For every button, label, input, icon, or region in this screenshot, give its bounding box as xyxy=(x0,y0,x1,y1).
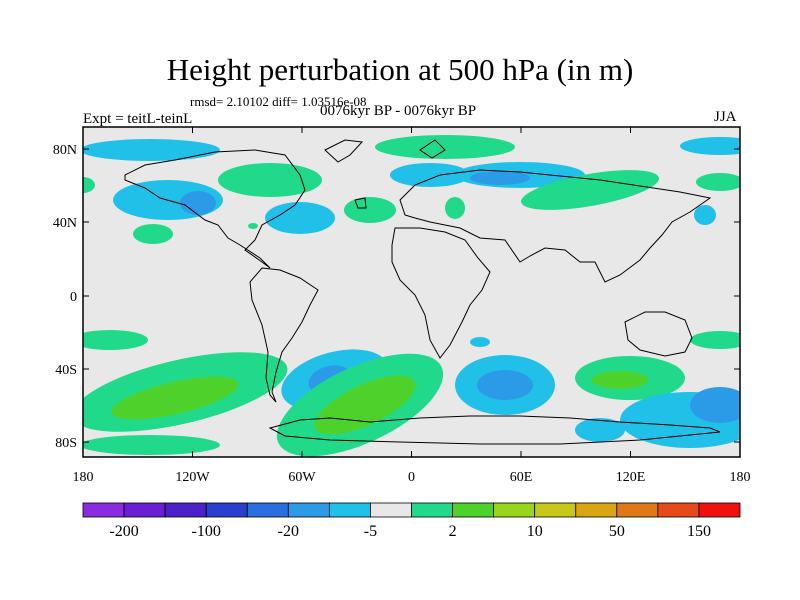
colorbar-label: 50 xyxy=(609,523,625,540)
coastlines xyxy=(124,139,721,445)
colorbar-swatch xyxy=(493,502,536,518)
colorbar-label: -5 xyxy=(364,523,377,540)
rmsd-diff-label: rmsd= 2.10102 diff= 1.03516e-08 xyxy=(190,94,367,109)
colorbar-swatch xyxy=(698,502,741,518)
axis-ticks: 80N 40N 0 40S 80S 180 120W 60W 0 60E 120E 180 xyxy=(53,127,751,485)
lat-tick-label: 80N xyxy=(53,143,77,158)
lat-tick-label: 40N xyxy=(53,216,77,231)
lon-tick-label: 60E xyxy=(510,470,533,485)
colorbar-swatch xyxy=(246,502,289,518)
colorbar-swatch xyxy=(82,502,125,518)
colorbar-label: 2 xyxy=(449,523,457,540)
colorbar-swatch xyxy=(575,502,618,518)
colorbar-label: -100 xyxy=(192,523,221,540)
colorbar-swatch xyxy=(411,502,453,518)
colorbar-swatch xyxy=(205,502,248,518)
colorbar-swatch xyxy=(370,502,412,518)
period-label: 0076kyr BP - 0076kyr BP xyxy=(320,103,477,119)
experiment-label: Expt = teitL-teinL xyxy=(83,111,193,127)
colorbar-swatch xyxy=(164,502,207,518)
lat-tick-label: 40S xyxy=(55,363,77,378)
colorbar-swatch xyxy=(452,502,495,518)
lon-tick-label: 60W xyxy=(288,470,316,485)
colorbar-swatch xyxy=(328,502,371,518)
colorbar-swatch xyxy=(534,502,577,518)
colorbar-swatch xyxy=(616,502,659,518)
lon-tick-label: 120W xyxy=(175,470,210,485)
lon-tick-label: 180 xyxy=(730,470,751,485)
season-label: JJA xyxy=(714,109,737,125)
colorbar-swatch xyxy=(123,502,166,518)
lat-tick-label: 0 xyxy=(70,290,77,305)
colorbar-swatch xyxy=(657,502,700,518)
plot-title: Height perturbation at 500 hPa (in m) xyxy=(166,52,634,87)
colorbar-swatch xyxy=(287,502,330,518)
lon-tick-label: 120E xyxy=(616,470,646,485)
lat-tick-label: 80S xyxy=(55,436,77,451)
colorbar-label: -200 xyxy=(109,523,138,540)
lon-tick-label: 0 xyxy=(408,470,415,485)
colorbar-label: 10 xyxy=(527,523,543,540)
lon-tick-label: 180 xyxy=(73,470,94,485)
colorbar-label: -20 xyxy=(278,523,299,540)
colorbar-label: 150 xyxy=(687,523,711,540)
